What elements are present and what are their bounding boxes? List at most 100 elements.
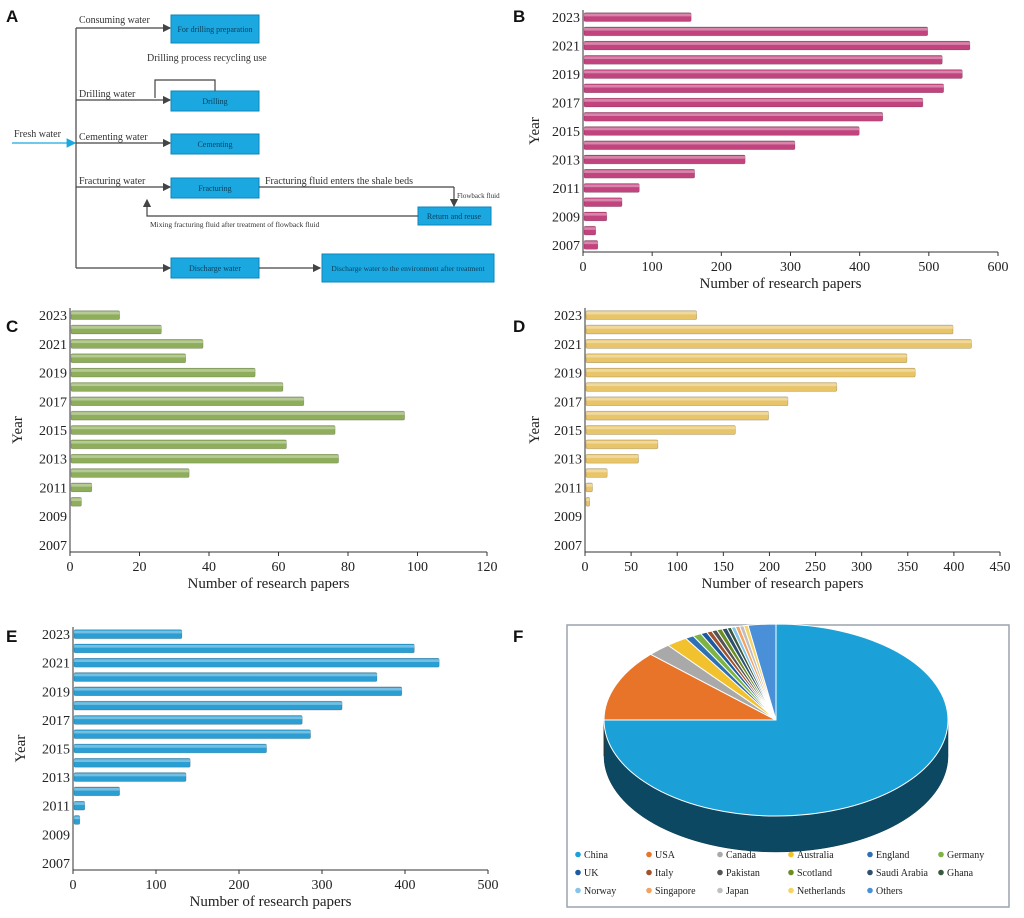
y-tick-label: 2009 [39,510,67,525]
bar-2010 [583,197,623,207]
y-tick-label: 2017 [552,97,580,112]
bar-2022 [73,643,415,654]
y-tick-label: 2015 [39,424,67,439]
y-tick-label: 2019 [42,685,70,700]
x-tick-label: 300 [312,878,333,893]
panel-letter-d: D [513,317,525,336]
y-tick-label: 2007 [552,239,580,254]
y-tick-label: 2019 [554,367,582,382]
x-tick-label: 500 [918,260,939,275]
bar-2010 [73,815,81,825]
bar-highlight [586,412,769,415]
bar-highlight [586,383,837,387]
drilling-recycle-note: Drilling process recycling use [147,53,267,64]
bar-highlight [584,84,944,88]
bar-2023 [70,310,120,320]
x-tick-label: 100 [642,260,663,275]
x-tick-label: 0 [580,260,587,275]
bar-2018 [70,382,284,392]
legend-label: Australia [797,850,834,861]
bar-2017 [70,396,305,407]
y-tick-label: 2009 [42,828,70,843]
flow-box-1 [170,14,260,44]
pie-slice-usa [603,653,777,721]
fracturing-note: Fracturing fluid enters the shale beds [265,176,413,187]
bar-highlight [71,397,304,401]
bar-highlight [584,184,640,188]
bar-highlight [586,397,788,401]
bar-highlight [71,483,92,487]
legend-label: Netherlands [797,886,845,897]
y-axis-title: Year [527,416,543,444]
y-tick-label: 2017 [554,395,582,410]
bar-2012 [583,168,695,179]
legend-swatch [575,851,581,858]
bar-highlight [74,630,182,634]
mixing-loop [142,198,418,217]
flow-box-2-text: Drilling [202,97,227,106]
flow-box-5-text: Discharge water [189,264,241,273]
y-tick-label: 2021 [554,338,582,353]
flow-box-final [321,253,495,283]
x-tick-label: 300 [851,560,872,575]
x-tick-label: 350 [897,560,918,575]
legend-label: Ghana [947,868,974,879]
bar-2017 [583,97,924,108]
bar-highlight [74,716,303,720]
bar-2014 [73,758,191,768]
bar-2009 [583,211,608,222]
flow-box-final-text: Discharge water to the environment after… [331,264,485,273]
bar-2020 [70,353,186,363]
y-tick-label: 2015 [42,743,70,758]
y-tick-label: 2013 [39,453,67,468]
bar-2011 [585,482,593,493]
pie-legend: China USA Canada Australia England Germany UK I… [575,850,984,897]
legend-label: Canada [726,850,757,861]
x-tick-label: 150 [713,560,734,575]
bar-2016 [583,112,884,122]
bar-2012 [70,468,190,478]
y-axis-title: Year [527,117,543,145]
bar-highlight [71,326,162,329]
y-tick-label: 2021 [42,657,70,672]
y-tick-label: 2011 [553,182,580,197]
legend-label: Saudi Arabia [876,868,928,879]
legend-swatch [867,851,873,858]
bar-highlight [71,369,256,372]
bar-highlight [74,730,311,734]
y-tick-label: 2021 [39,338,67,353]
bar-highlight [586,369,916,372]
bar-highlight [74,687,402,691]
panel-letter-b: B [513,7,525,26]
bar-2017 [73,715,303,725]
y-tick-label: 2017 [39,395,67,410]
legend-label: UK [584,868,599,879]
bar-2010 [585,497,590,507]
legend-label: China [584,850,608,861]
legend-swatch [717,887,723,894]
bar-highlight [71,354,186,358]
bar-2020 [583,55,943,65]
bar-2019 [70,367,256,378]
bar-2016 [73,729,311,739]
flow-box-3-text: Cementing [197,140,232,149]
bar-highlight [74,787,120,791]
flow-box-3 [170,133,260,155]
bar-highlight [74,645,415,648]
x-tick-label: 0 [582,560,589,575]
bar-2015 [73,743,267,754]
bar-2015 [585,425,736,435]
bar-highlight [584,198,623,202]
y-tick-label: 2023 [554,309,582,324]
bar-highlight [586,326,954,329]
bar-2007 [583,240,599,250]
bar-highlight [584,127,860,131]
legend-label: Italy [655,868,673,879]
bar-2013 [583,154,746,165]
x-tick-label: 250 [805,560,826,575]
legend-swatch [717,869,723,876]
flow-box-4 [170,177,260,199]
bar-highlight [71,455,339,458]
legend-swatch [938,869,944,876]
bar-highlight [586,440,658,444]
